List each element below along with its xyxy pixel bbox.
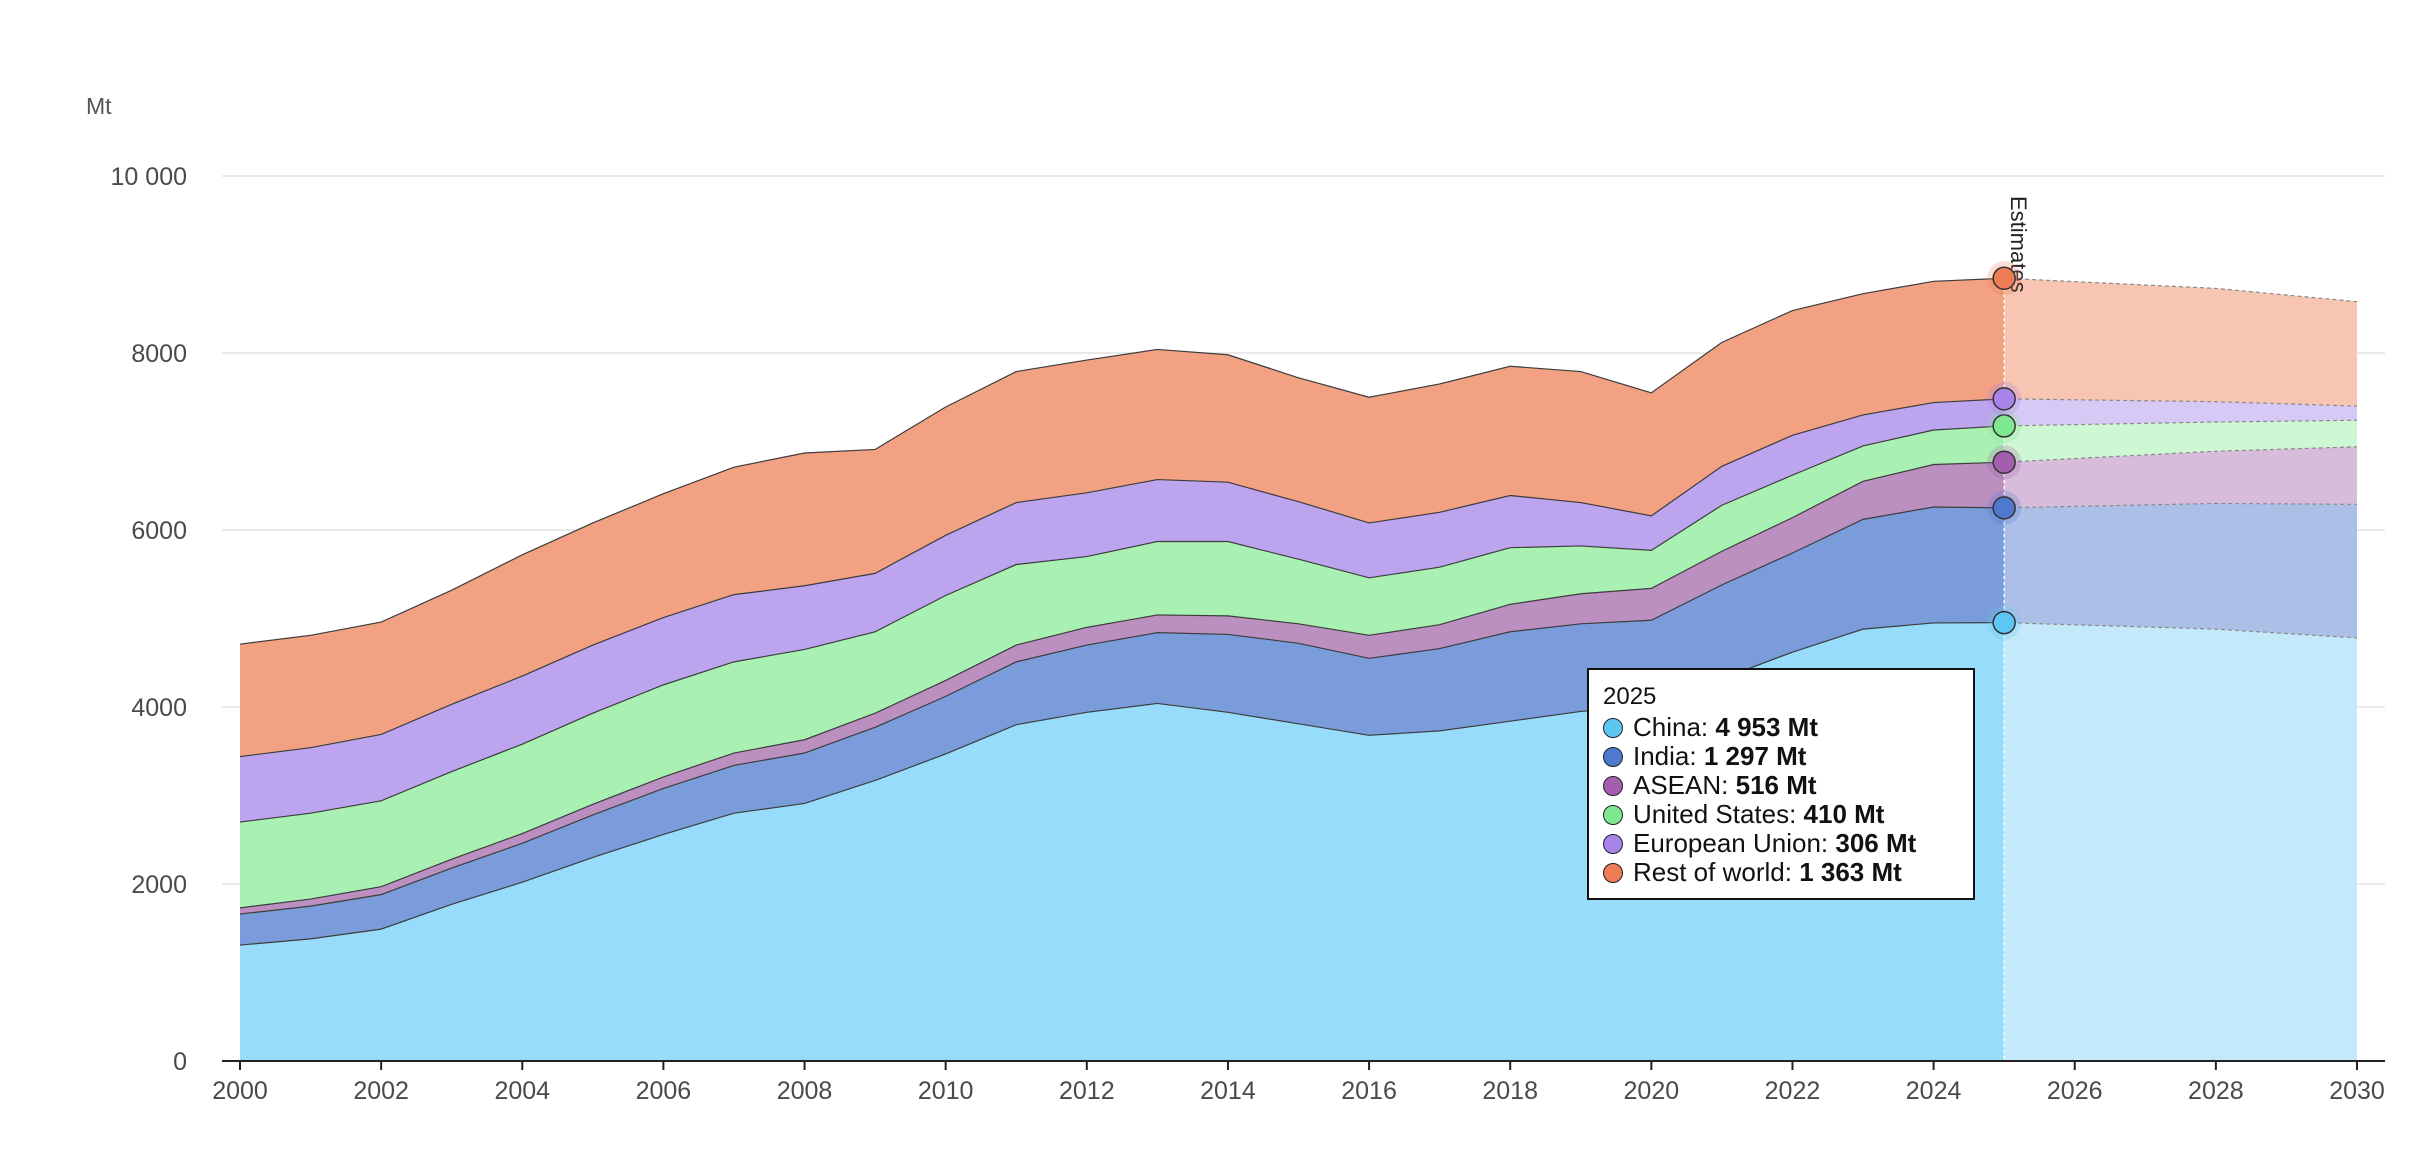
x-tick-label: 2020 xyxy=(1624,1077,1680,1105)
legend-dot-icon xyxy=(1603,746,1623,767)
tooltip-value: 306 Mt xyxy=(1835,828,1917,858)
marker-asean[interactable] xyxy=(1987,445,2022,480)
area-series xyxy=(239,277,2358,1061)
x-tick-label: 2022 xyxy=(1765,1077,1821,1105)
legend-dot-icon xyxy=(1603,775,1623,796)
x-tick-label: 2018 xyxy=(1482,1077,1538,1105)
marker-dot xyxy=(1992,387,2016,411)
projection-area-united-states xyxy=(2004,420,2357,463)
x-tick-label: 2028 xyxy=(2188,1077,2244,1105)
tooltip-row: China: 4 953 Mt xyxy=(1603,713,1959,742)
y-tick-label: 6000 xyxy=(131,517,187,545)
legend-dot-icon xyxy=(1603,717,1623,738)
tooltip-label: United States: xyxy=(1633,799,1797,829)
x-tick-label: 2014 xyxy=(1200,1077,1256,1105)
tooltip-value: 410 Mt xyxy=(1803,799,1885,829)
projection-edge-asean xyxy=(2004,446,2358,463)
tooltip-label: European Union: xyxy=(1633,828,1829,858)
legend-dot-icon xyxy=(1603,804,1623,825)
x-tick-label: 2012 xyxy=(1059,1077,1115,1105)
area-edge-india xyxy=(239,506,2005,915)
legend-dot-icon xyxy=(1603,833,1623,854)
y-axis-unit-label: Mt xyxy=(86,93,112,119)
x-tick-label: 2030 xyxy=(2329,1077,2385,1105)
x-tick-label: 2010 xyxy=(918,1077,974,1105)
tooltip-value: 516 Mt xyxy=(1735,770,1817,800)
area-asean xyxy=(240,462,2005,915)
projection-edge-united-states xyxy=(2004,419,2358,427)
area-european-union xyxy=(240,398,2005,823)
area-china xyxy=(240,622,2005,1061)
x-tick-label: 2000 xyxy=(212,1077,268,1105)
tooltip-value: 1 297 Mt xyxy=(1703,741,1807,771)
projection-area-india xyxy=(2004,503,2357,638)
area-edge-rest-of-world xyxy=(239,277,2005,645)
tooltip-year: 2025 xyxy=(1603,683,1657,710)
tooltip-row: ASEAN: 516 Mt xyxy=(1603,771,1959,800)
area-edge-asean xyxy=(239,461,2005,909)
y-tick-label: 10 000 xyxy=(111,163,187,191)
marker-dot xyxy=(1992,414,2016,438)
marker-united-states[interactable] xyxy=(1987,408,2022,443)
tooltip-label: India: xyxy=(1633,741,1697,771)
x-tick-label: 2016 xyxy=(1341,1077,1397,1105)
legend-dot-icon xyxy=(1603,862,1623,883)
tooltip-row: Rest of world: 1 363 Mt xyxy=(1603,858,1959,887)
marker-dot xyxy=(1992,450,2016,474)
projection-area-european-union xyxy=(2004,398,2357,426)
area-india xyxy=(240,506,2005,946)
y-tick-label: 4000 xyxy=(131,694,187,722)
x-tick-label: 2008 xyxy=(777,1077,833,1105)
marker-india[interactable] xyxy=(1987,490,2022,525)
projection-area-asean xyxy=(2004,446,2357,508)
x-tick-label: 2026 xyxy=(2047,1077,2103,1105)
tooltip-row: European Union: 306 Mt xyxy=(1603,829,1959,858)
area-rest-of-world xyxy=(240,278,2005,757)
projection-edge-india xyxy=(2004,502,2358,509)
tooltip-label: China: xyxy=(1633,712,1709,742)
hover-markers[interactable] xyxy=(1987,261,2022,640)
area-edge-european-union xyxy=(239,398,2005,758)
tooltip-value: 1 363 Mt xyxy=(1799,857,1902,887)
tooltip-row: India: 1 297 Mt xyxy=(1603,742,1959,771)
x-tick-label: 2006 xyxy=(636,1077,692,1105)
marker-european-union[interactable] xyxy=(1987,381,2022,416)
projection-area-rest-of-world xyxy=(2004,278,2357,407)
x-tick-label: 2024 xyxy=(1906,1077,1962,1105)
marker-dot xyxy=(1992,610,2016,635)
marker-dot xyxy=(1992,266,2016,290)
area-edge-united-states xyxy=(239,425,2005,823)
projection-edge-european-union xyxy=(2004,398,2358,407)
projection-area-china xyxy=(2004,622,2357,1061)
marker-rest-of-world[interactable] xyxy=(1987,261,2022,296)
tooltip-label: ASEAN: xyxy=(1633,770,1729,800)
y-tick-label: 8000 xyxy=(131,340,187,368)
y-tick-label: 0 xyxy=(173,1048,187,1076)
projection-edge-china xyxy=(2004,622,2358,639)
x-tick-label: 2004 xyxy=(494,1077,550,1105)
marker-dot xyxy=(1992,496,2016,520)
tooltip-row: United States: 410 Mt xyxy=(1603,800,1959,829)
y-tick-label: 2000 xyxy=(131,871,187,899)
hover-tooltip: 2025 China: 4 953 Mt India: 1 297 Mt ASEAN… xyxy=(1587,668,1975,900)
x-tick-label: 2002 xyxy=(353,1077,409,1105)
tooltip-label: Rest of world: xyxy=(1633,857,1792,887)
axes: 0 2000 4000 6000 8000 10 000 2000 2002 2004 2006 2… xyxy=(111,163,2385,1105)
tooltip-value: 4 953 Mt xyxy=(1715,712,1818,742)
marker-china[interactable] xyxy=(1987,605,2022,640)
projection-edge-rest-of-world xyxy=(2004,277,2358,303)
